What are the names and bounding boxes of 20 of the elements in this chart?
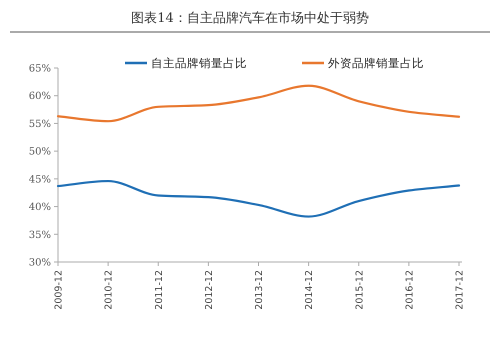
x-tick-label: 2016-12	[404, 270, 416, 310]
chart-title: 图表14：自主品牌汽车在市场中处于弱势	[131, 10, 369, 26]
x-tick-label: 2013-12	[254, 270, 265, 310]
y-tick-label: 50%	[28, 146, 51, 158]
x-tick-label: 2015-12	[354, 270, 366, 310]
y-tick-label: 30%	[28, 258, 51, 268]
legend-label: 外资品牌销量占比	[328, 56, 424, 70]
y-tick-label: 55%	[28, 118, 51, 130]
x-tick-label: 2014-12	[304, 270, 316, 310]
x-tick-label: 2011-12	[154, 270, 165, 310]
x-tick-label: 2017-12	[454, 270, 466, 310]
y-tick-label: 40%	[28, 202, 51, 214]
y-tick-label: 65%	[28, 64, 51, 74]
y-tick-label: 45%	[28, 174, 51, 186]
x-tick-label: 2009-12	[54, 270, 64, 310]
y-tick-label: 60%	[28, 91, 51, 102]
legend-label: 自主品牌销量占比	[151, 56, 247, 70]
x-tick-label: 2010-12	[104, 270, 115, 310]
x-tick-label: 2012-12	[204, 270, 215, 310]
y-tick-label: 35%	[28, 230, 51, 241]
